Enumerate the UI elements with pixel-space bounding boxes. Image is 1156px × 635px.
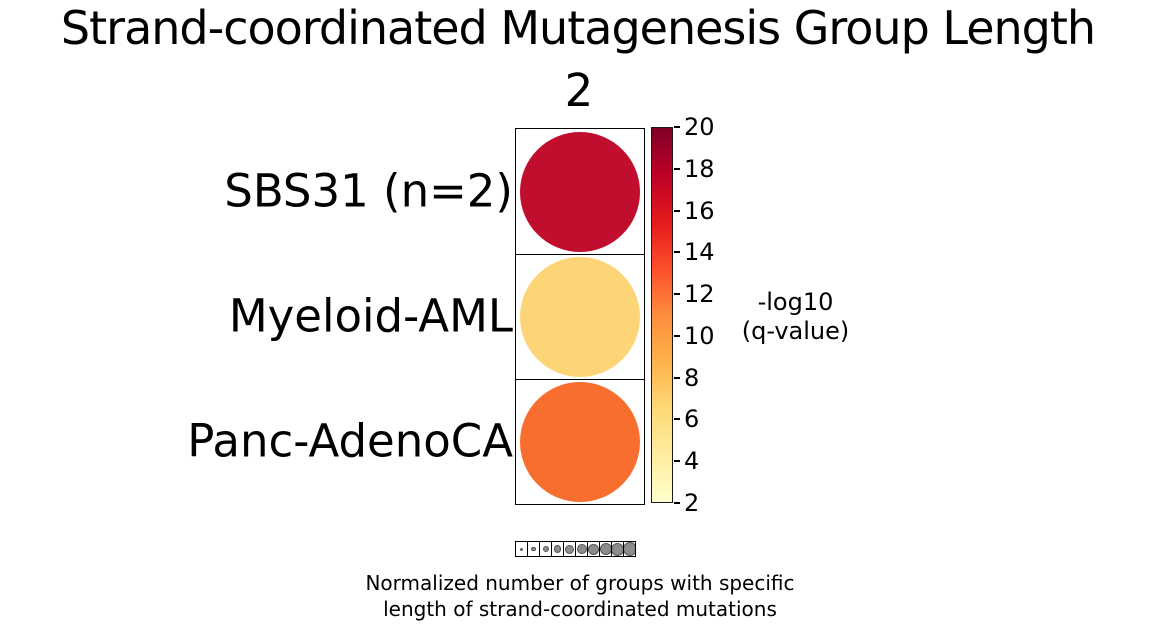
size-legend-dot bbox=[612, 542, 623, 556]
figure-title: Strand-coordinated Mutagenesis Group Len… bbox=[60, 1, 1096, 55]
colorbar-tick-mark bbox=[674, 126, 680, 128]
caption-line2: length of strand-coordinated mutations bbox=[383, 597, 777, 621]
colorbar-tick-mark bbox=[674, 502, 680, 504]
size-legend-dot bbox=[576, 544, 587, 554]
grid-cell bbox=[516, 379, 644, 504]
dot-grid bbox=[515, 128, 645, 505]
value-dot bbox=[520, 382, 640, 502]
colorbar-tick-label: 2 bbox=[684, 489, 700, 517]
colorbar-tick-mark bbox=[674, 460, 680, 463]
size-legend-cell bbox=[623, 541, 636, 557]
colorbar-tick-label: 4 bbox=[684, 447, 700, 476]
colorbar-tick-mark bbox=[674, 167, 680, 170]
caption-line1: Normalized number of groups with specifi… bbox=[365, 571, 795, 595]
grid-cell bbox=[516, 254, 644, 379]
size-legend-cell bbox=[575, 541, 588, 557]
size-legend-cell bbox=[563, 541, 576, 557]
size-legend bbox=[515, 541, 636, 557]
size-legend-caption: Normalized number of groups with specifi… bbox=[0, 570, 1156, 622]
size-legend-cell bbox=[611, 541, 624, 557]
size-legend-cell bbox=[587, 541, 600, 557]
size-legend-dot bbox=[565, 544, 574, 554]
size-legend-dot bbox=[600, 543, 611, 555]
size-legend-dot bbox=[520, 547, 523, 551]
colorbar-tick-label: 8 bbox=[684, 363, 700, 392]
colorbar-label-line1: -log10 bbox=[757, 288, 834, 316]
column-label: 2 bbox=[564, 64, 594, 117]
size-legend-cell bbox=[551, 541, 564, 557]
colorbar-tick-label: 20 bbox=[684, 113, 715, 141]
row-label: Panc-AdenoCA bbox=[187, 414, 513, 467]
row-label: SBS31 (n=2) bbox=[224, 164, 513, 217]
colorbar-tick-label: 16 bbox=[684, 196, 715, 225]
size-legend-cell bbox=[539, 541, 552, 557]
value-dot bbox=[520, 257, 640, 377]
colorbar-tick-mark bbox=[674, 293, 680, 296]
colorbar-tick-mark bbox=[674, 334, 680, 337]
colorbar-label-line2: (q-value) bbox=[741, 317, 850, 345]
colorbar-tick-mark bbox=[674, 251, 680, 254]
size-legend-cell bbox=[599, 541, 612, 557]
colorbar-tick-mark bbox=[674, 209, 680, 212]
colorbar-tick-label: 10 bbox=[684, 321, 715, 350]
colorbar-tick-label: 12 bbox=[684, 280, 715, 309]
colorbar-label: -log10 (q-value) bbox=[713, 288, 878, 346]
grid-cell bbox=[516, 129, 644, 254]
colorbar-tick-label: 18 bbox=[684, 154, 715, 183]
row-label: Myeloid-AML bbox=[228, 289, 513, 342]
colorbar-tick-label: 14 bbox=[684, 238, 715, 267]
colorbar bbox=[651, 127, 673, 503]
size-legend-dot bbox=[553, 545, 562, 553]
colorbar-tick-mark bbox=[674, 418, 680, 421]
value-dot bbox=[520, 131, 640, 252]
colorbar-tick-label: 6 bbox=[684, 405, 700, 434]
size-legend-dot bbox=[588, 543, 599, 555]
size-legend-dot bbox=[542, 546, 549, 552]
size-legend-dot bbox=[531, 546, 536, 552]
colorbar-tick-mark bbox=[674, 376, 680, 379]
size-legend-dot bbox=[624, 542, 635, 556]
